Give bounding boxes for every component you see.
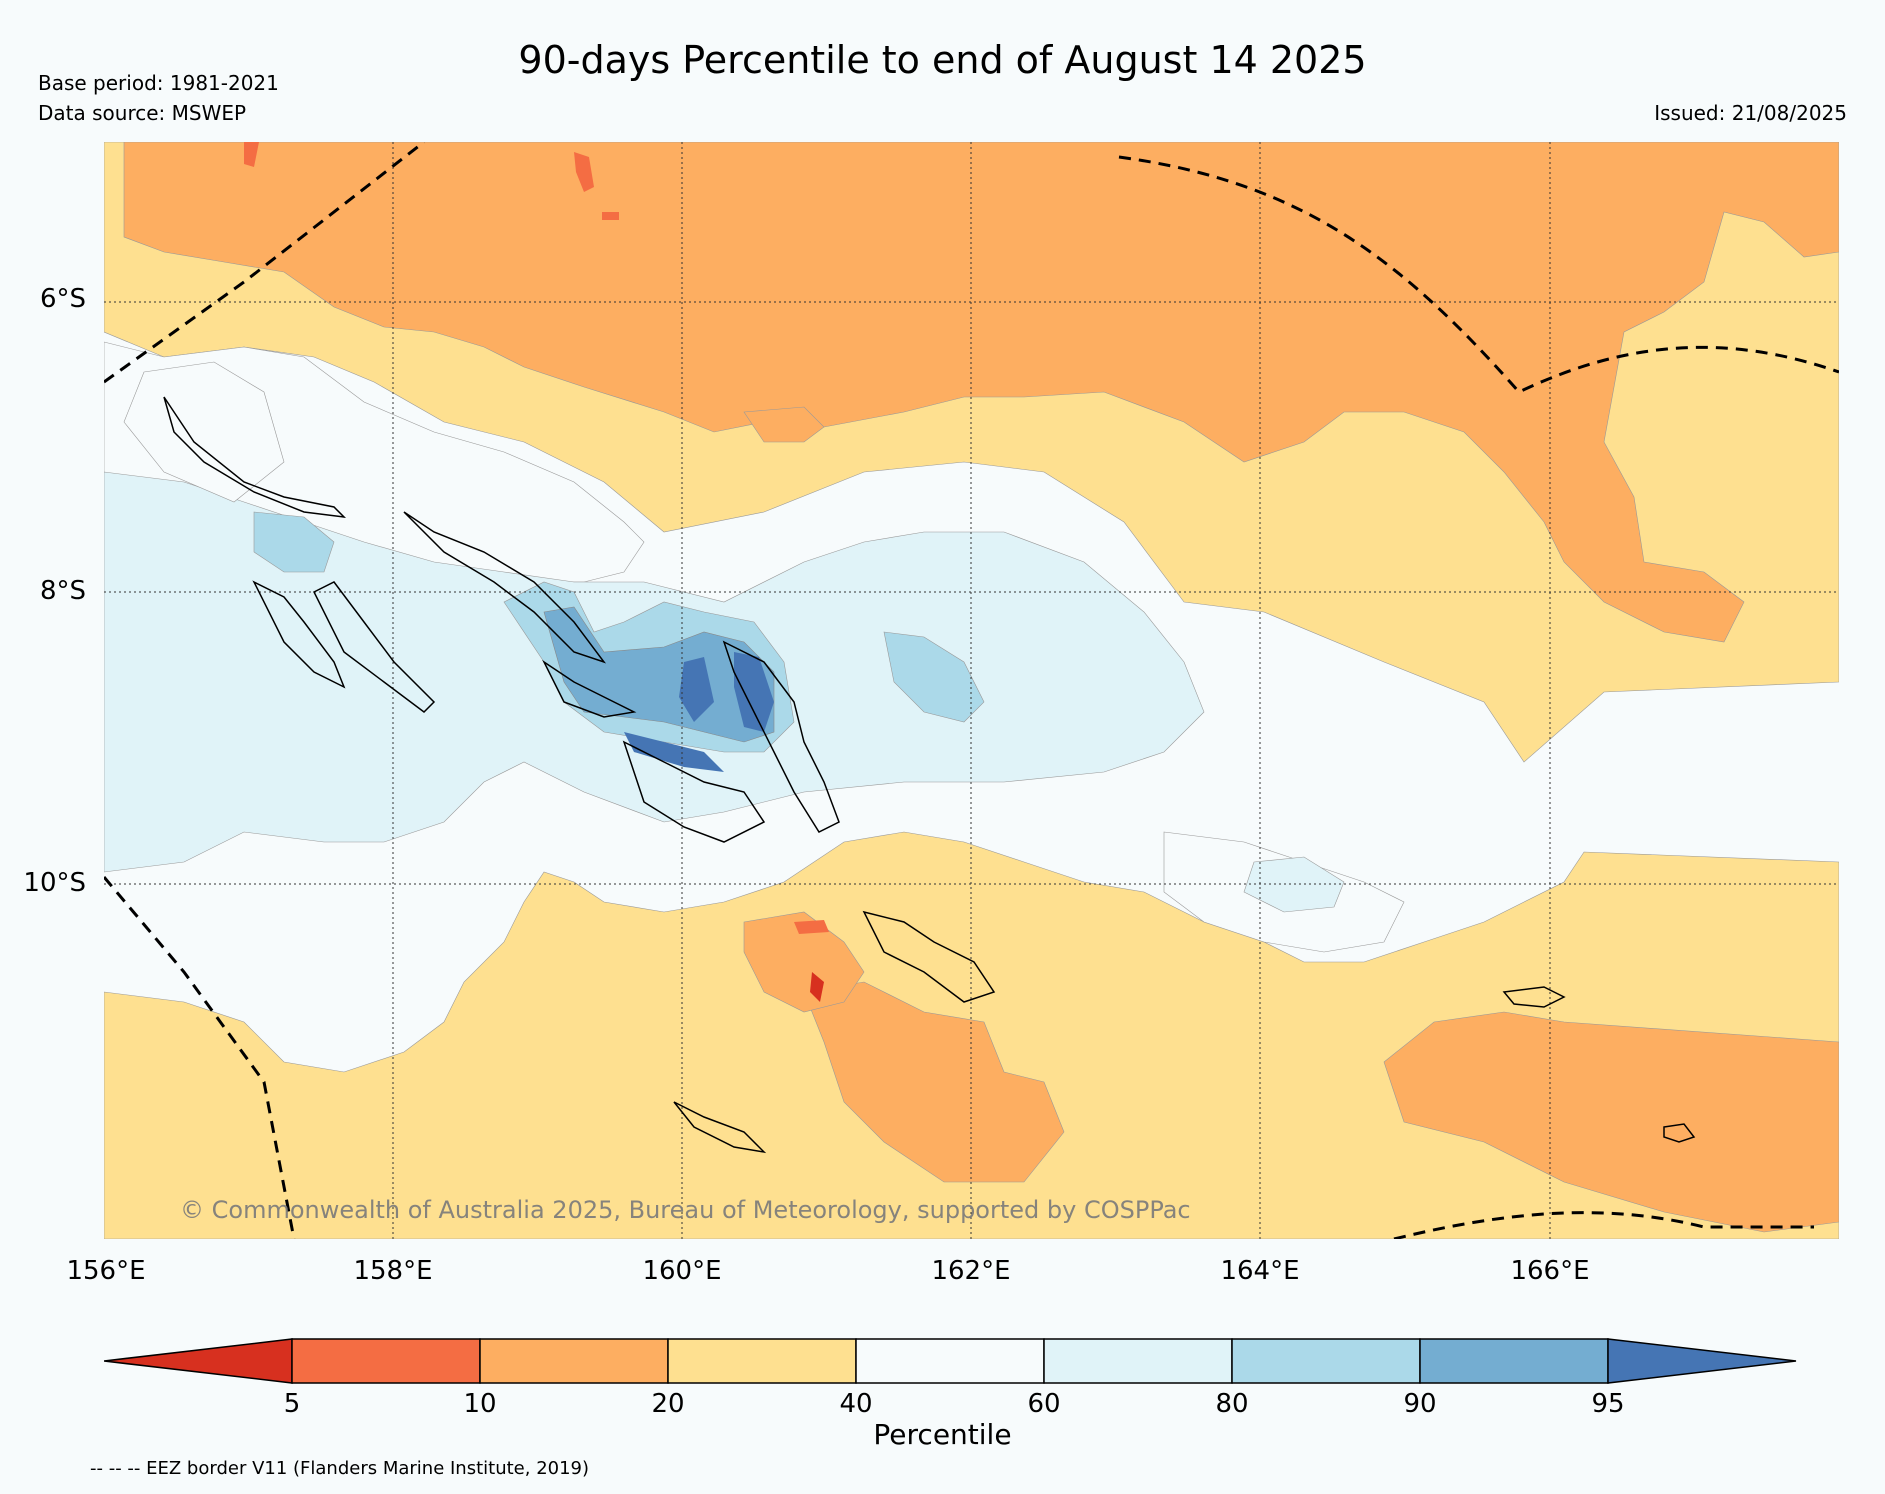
graticule	[104, 142, 1839, 1239]
colorbar-swatch	[479, 1338, 669, 1384]
lon-label-166e: 166°E	[1510, 1256, 1590, 1286]
contour-10-20-north	[123, 142, 1839, 643]
colorbar-swatch	[667, 1338, 857, 1384]
contour-gt95-c	[624, 732, 724, 772]
colorbar-swatch	[291, 1338, 481, 1384]
lat-label-6s: 6°S	[39, 284, 86, 314]
colorbar-tick-label: 5	[283, 1389, 301, 1419]
colorbar-tick-label: 90	[1403, 1389, 1437, 1419]
lat-label-10s: 10°S	[23, 868, 86, 898]
colorbar-swatch	[1043, 1338, 1233, 1384]
contour-5-10-south	[794, 920, 829, 934]
contour-gt95-a	[734, 652, 774, 732]
colorbar-scale	[103, 1338, 1797, 1384]
data-source-text: Data source: MSWEP	[38, 101, 247, 125]
lat-label-8s: 8°S	[39, 576, 86, 606]
contour-80-90-east	[883, 631, 985, 723]
contour-80-90-west	[253, 511, 335, 573]
contour-lt5-south	[810, 972, 824, 1002]
colorbar-tick-label: 60	[1027, 1389, 1061, 1419]
issued-date-text: Issued: 21/08/2025	[1654, 101, 1847, 125]
contour-5-10-north-a	[244, 142, 259, 167]
colorbar-swatch	[1419, 1338, 1609, 1384]
colorbar-label: Percentile	[873, 1418, 1012, 1451]
coastlines	[163, 396, 1696, 1154]
colorbar	[103, 1336, 1804, 1390]
lon-label-164e: 164°E	[1220, 1256, 1300, 1286]
colorbar-tick-label: 95	[1591, 1389, 1625, 1419]
colorbar-swatch	[1231, 1338, 1421, 1384]
colorbar-tick-label: 10	[463, 1389, 497, 1419]
eez-border	[104, 142, 1839, 1239]
base-period-text: Base period: 1981-2021	[38, 71, 279, 95]
contour-10-20-south-a	[803, 981, 1065, 1183]
eez-border-note: -- -- -- EEZ border V11 (Flanders Marine…	[90, 1458, 590, 1479]
colorbar-extend-low	[103, 1338, 293, 1384]
contour-90-95-central	[543, 606, 775, 743]
colorbar-swatch	[855, 1338, 1045, 1384]
percentile-map	[104, 142, 1839, 1239]
map-canvas	[104, 142, 1839, 1239]
contour-10-20-north-2	[743, 406, 825, 443]
colorbar-tick-label: 80	[1215, 1389, 1249, 1419]
lon-label-158e: 158°E	[353, 1256, 433, 1286]
colorbar-extend-high	[1607, 1338, 1797, 1384]
contour-5-10-north-b	[574, 152, 594, 192]
contour-5-10-north-c	[602, 212, 619, 220]
lon-label-156e: 156°E	[66, 1256, 146, 1286]
lon-label-162e: 162°E	[931, 1256, 1011, 1286]
page-title: 90-days Percentile to end of August 14 2…	[518, 38, 1367, 82]
lon-label-160e: 160°E	[642, 1256, 722, 1286]
colorbar-tick-label: 20	[651, 1389, 685, 1419]
copyright-watermark: © Commonwealth of Australia 2025, Bureau…	[180, 1196, 1191, 1224]
colorbar-tick-label: 40	[839, 1389, 873, 1419]
contour-gt95-b	[679, 657, 714, 722]
